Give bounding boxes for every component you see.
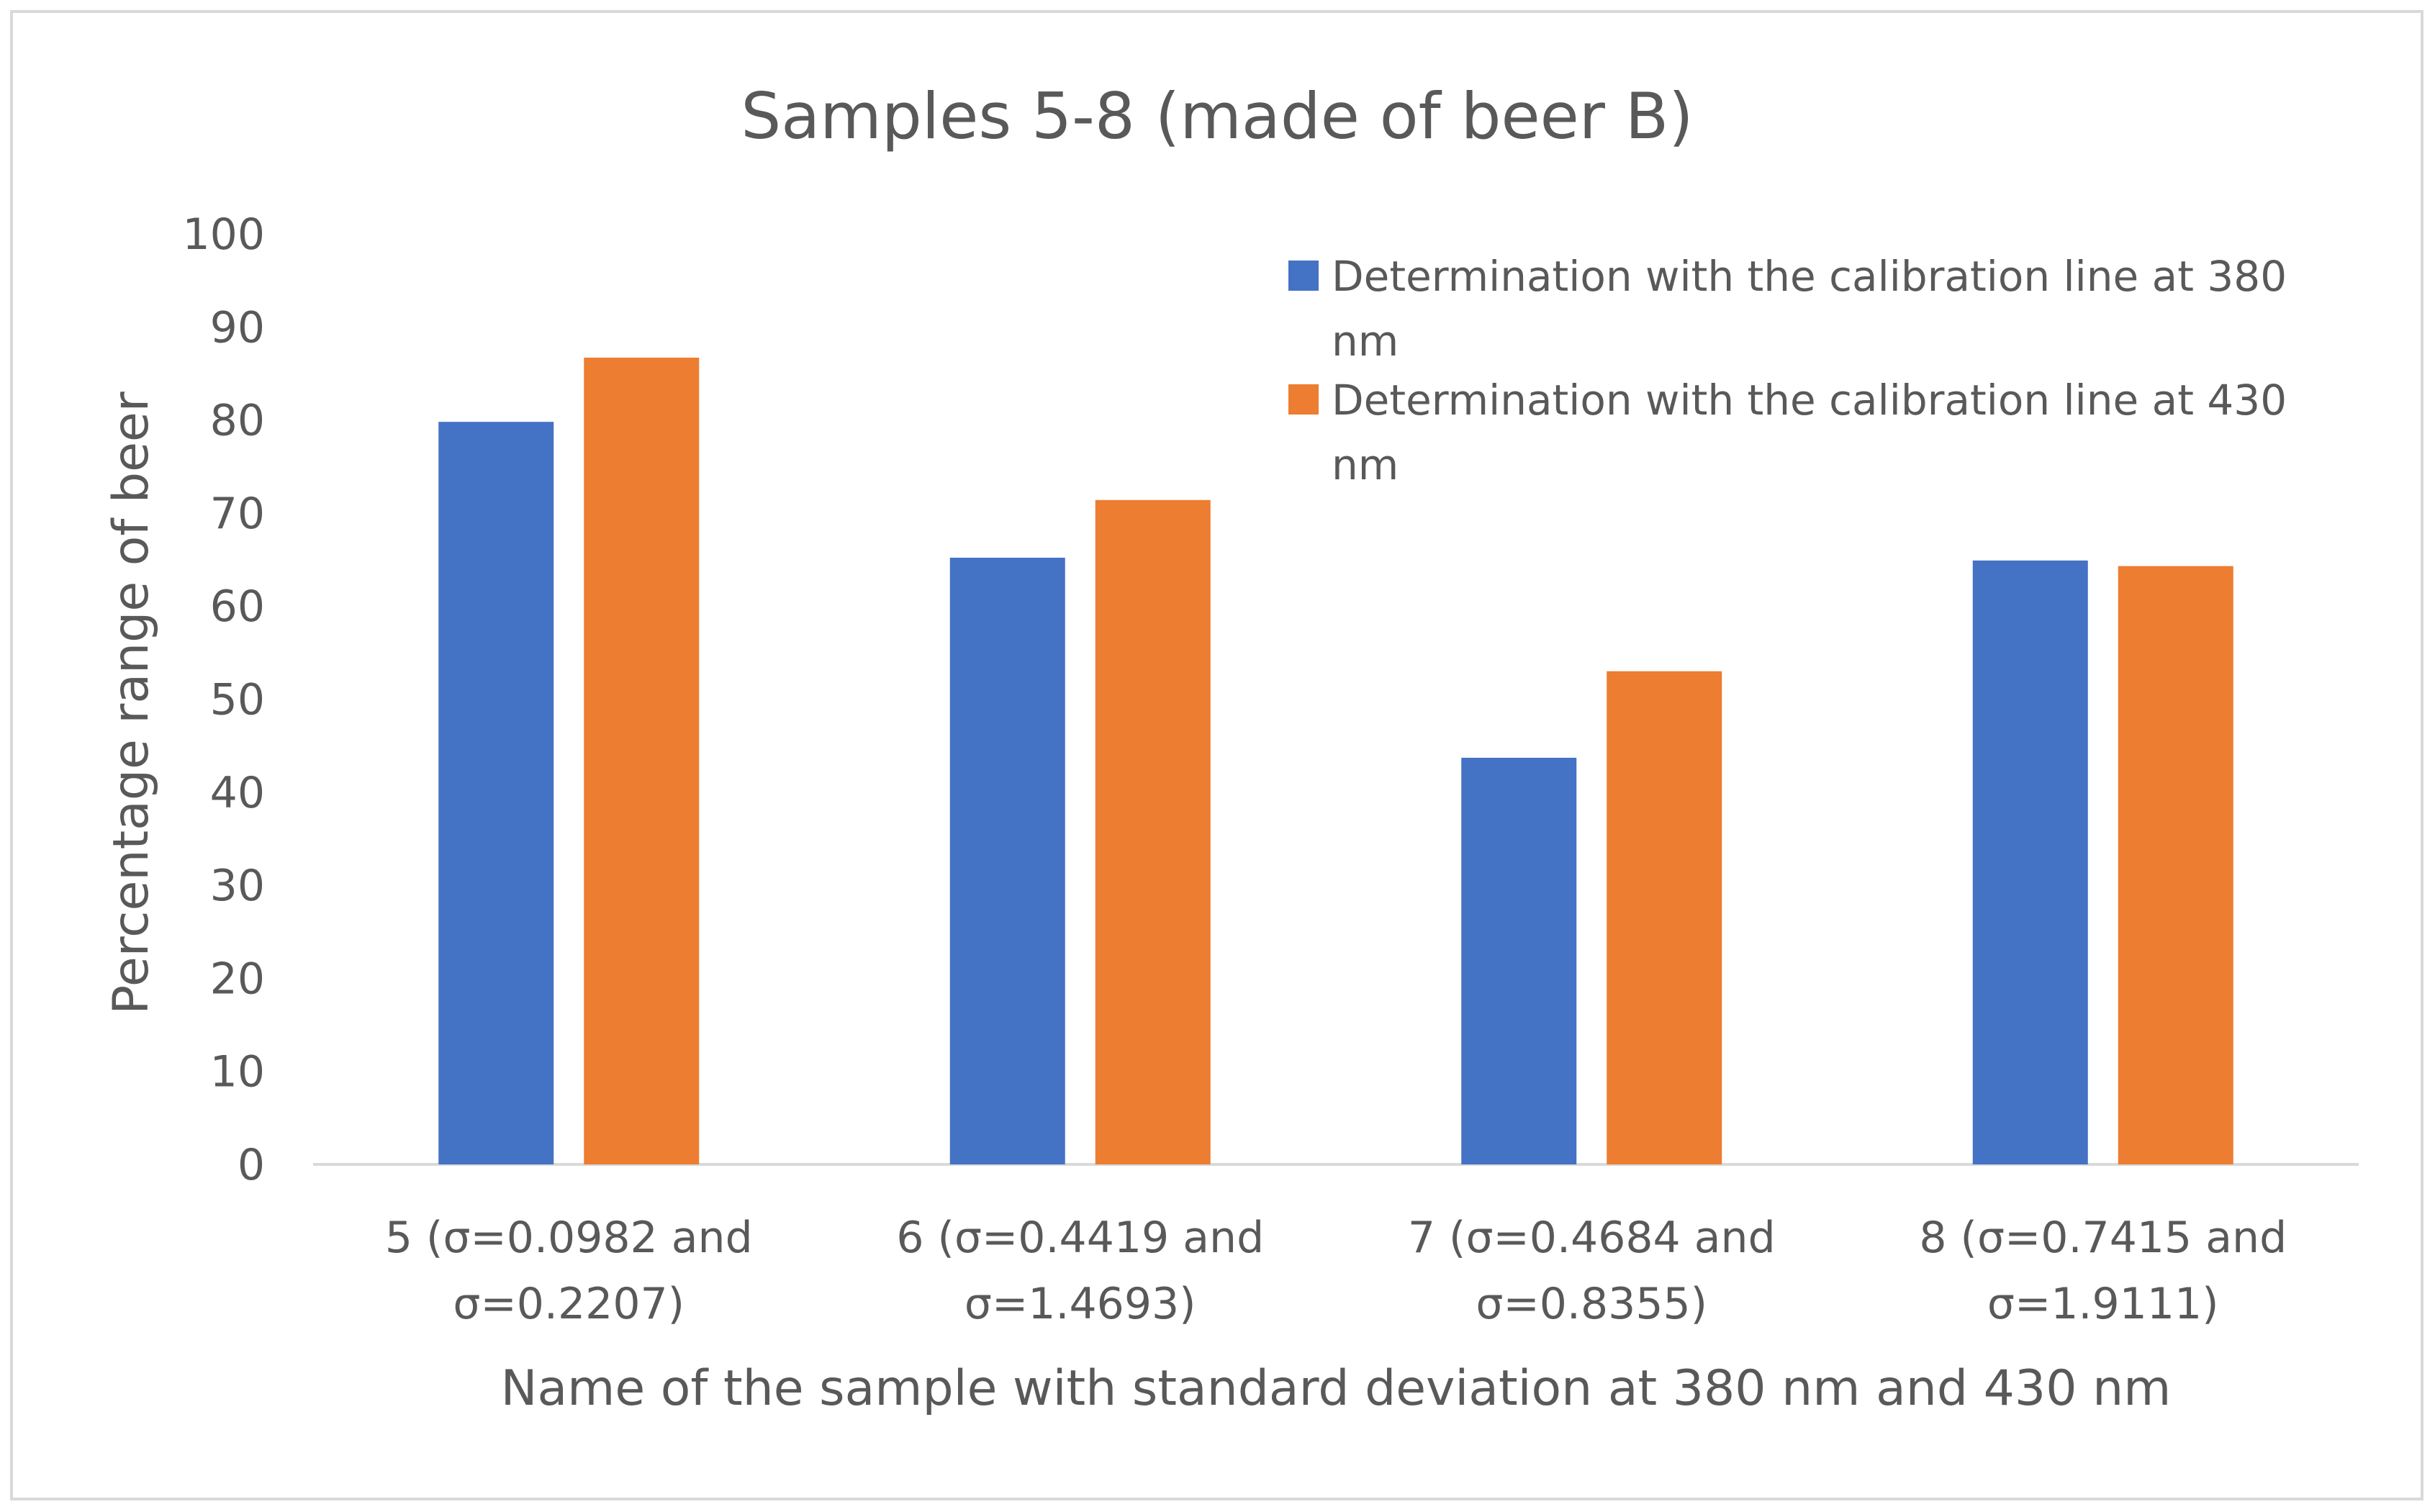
legend-label-series-2: nm (1332, 440, 1399, 489)
y-tick-label: 30 (210, 861, 265, 911)
x-axis-label: Name of the sample with standard deviati… (501, 1360, 2172, 1417)
bar-series-1-category-4 (1972, 560, 2088, 1164)
bar-series-1-category-1 (438, 422, 554, 1164)
legend-swatch-series-1 (1288, 261, 1319, 291)
bars (438, 357, 2233, 1164)
y-tick-label: 20 (210, 954, 265, 1004)
category-label: σ=1.9111) (1987, 1279, 2219, 1329)
y-axis-label: Percentage range of beer (103, 391, 160, 1014)
y-tick-label: 80 (210, 396, 265, 446)
legend-swatch-series-2 (1288, 384, 1319, 415)
category-label: σ=1.4693) (964, 1279, 1196, 1329)
y-tick-label: 60 (210, 581, 265, 632)
category-label: 7 (σ=0.4684 and (1408, 1213, 1776, 1263)
bar-series-2-category-3 (1607, 671, 1722, 1164)
y-tick-label: 100 (182, 209, 265, 260)
legend-label-series-1: nm (1332, 317, 1399, 366)
y-tick-label: 90 (210, 302, 265, 353)
y-tick-label: 10 (210, 1047, 265, 1097)
category-label: σ=0.2207) (453, 1279, 685, 1329)
category-label: σ=0.8355) (1476, 1279, 1707, 1329)
legend-label-series-1: Determination with the calibration line … (1332, 252, 2287, 301)
category-label: 6 (σ=0.4419 and (896, 1213, 1264, 1263)
legend-label-series-2: Determination with the calibration line … (1332, 376, 2287, 425)
y-axis-ticks: 0 10 20 30 40 50 60 70 80 90 100 (182, 209, 265, 1190)
bar-series-1-category-3 (1461, 757, 1577, 1164)
y-tick-label: 40 (210, 768, 265, 818)
y-tick-label: 0 (238, 1140, 265, 1190)
y-tick-label: 50 (210, 675, 265, 725)
category-label: 8 (σ=0.7415 and (1919, 1213, 2287, 1263)
chart-title: Samples 5-8 (made of beer B) (741, 79, 1693, 153)
category-label: 5 (σ=0.0982 and (385, 1213, 753, 1263)
bar-series-1-category-2 (949, 557, 1065, 1164)
y-tick-label: 70 (210, 489, 265, 539)
category-labels: 5 (σ=0.0982 and σ=0.2207) 6 (σ=0.4419 and σ… (385, 1213, 2287, 1329)
bar-series-2-category-2 (1095, 499, 1211, 1164)
bar-series-2-category-4 (2118, 566, 2233, 1164)
bar-series-2-category-1 (584, 357, 700, 1164)
legend: Determination with the calibration line … (1288, 252, 2287, 489)
